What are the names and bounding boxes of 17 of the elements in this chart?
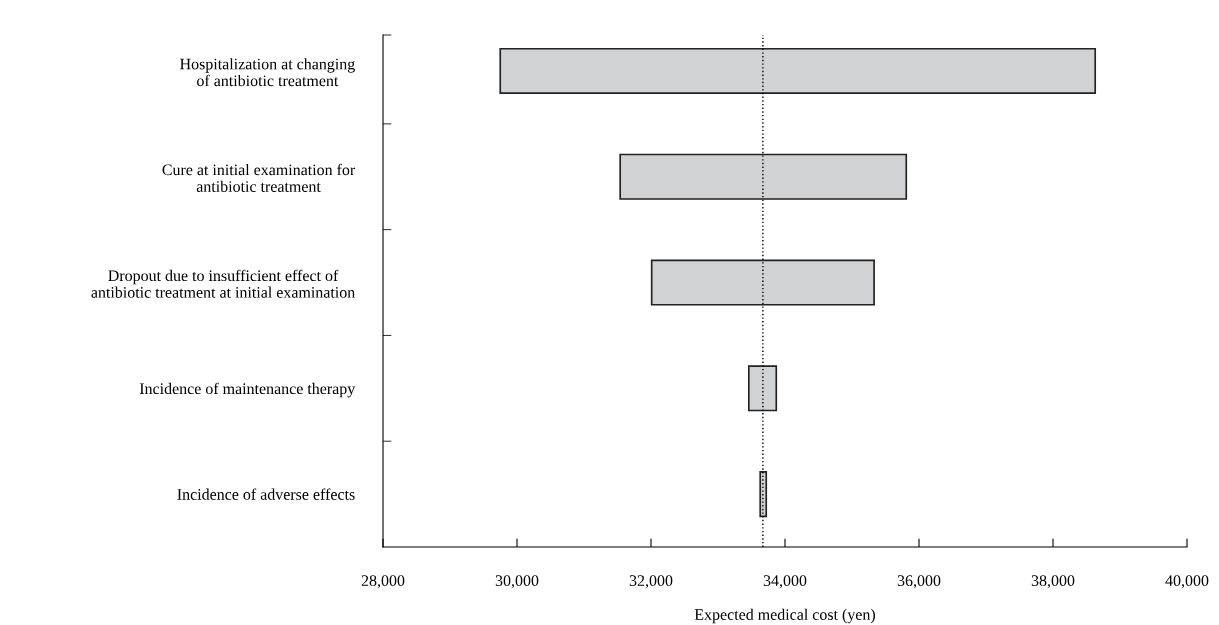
bar (650, 259, 875, 306)
y-tick-label: Incidence of adverse effects (177, 488, 355, 500)
y-tick-label: Incidence of maintenance therapy (139, 382, 356, 398)
bar (747, 365, 778, 412)
y-tick-label: Dropout due to insufficient effect of antibiotic treatment at initial examination (91, 269, 355, 298)
y-tick-label: Cure at initial examination for antibiotic treatment (162, 163, 356, 192)
x-axis-title: Expected medical cost (yen) (694, 608, 875, 624)
x-tick-label: 38,000 (1031, 575, 1075, 589)
y-tick-label: Hospitalization at changing of antibiotic treatment (180, 58, 355, 87)
bar (619, 153, 908, 200)
x-tick-label: 34,000 (763, 575, 807, 589)
x-tick-label: 36,000 (897, 575, 941, 589)
bar (499, 47, 1097, 95)
x-tick-label: 28,000 (361, 575, 405, 589)
x-tick-label: 40,000 (1165, 575, 1209, 589)
x-tick-label: 32,000 (629, 575, 673, 589)
x-tick-label: 30,000 (495, 575, 539, 589)
